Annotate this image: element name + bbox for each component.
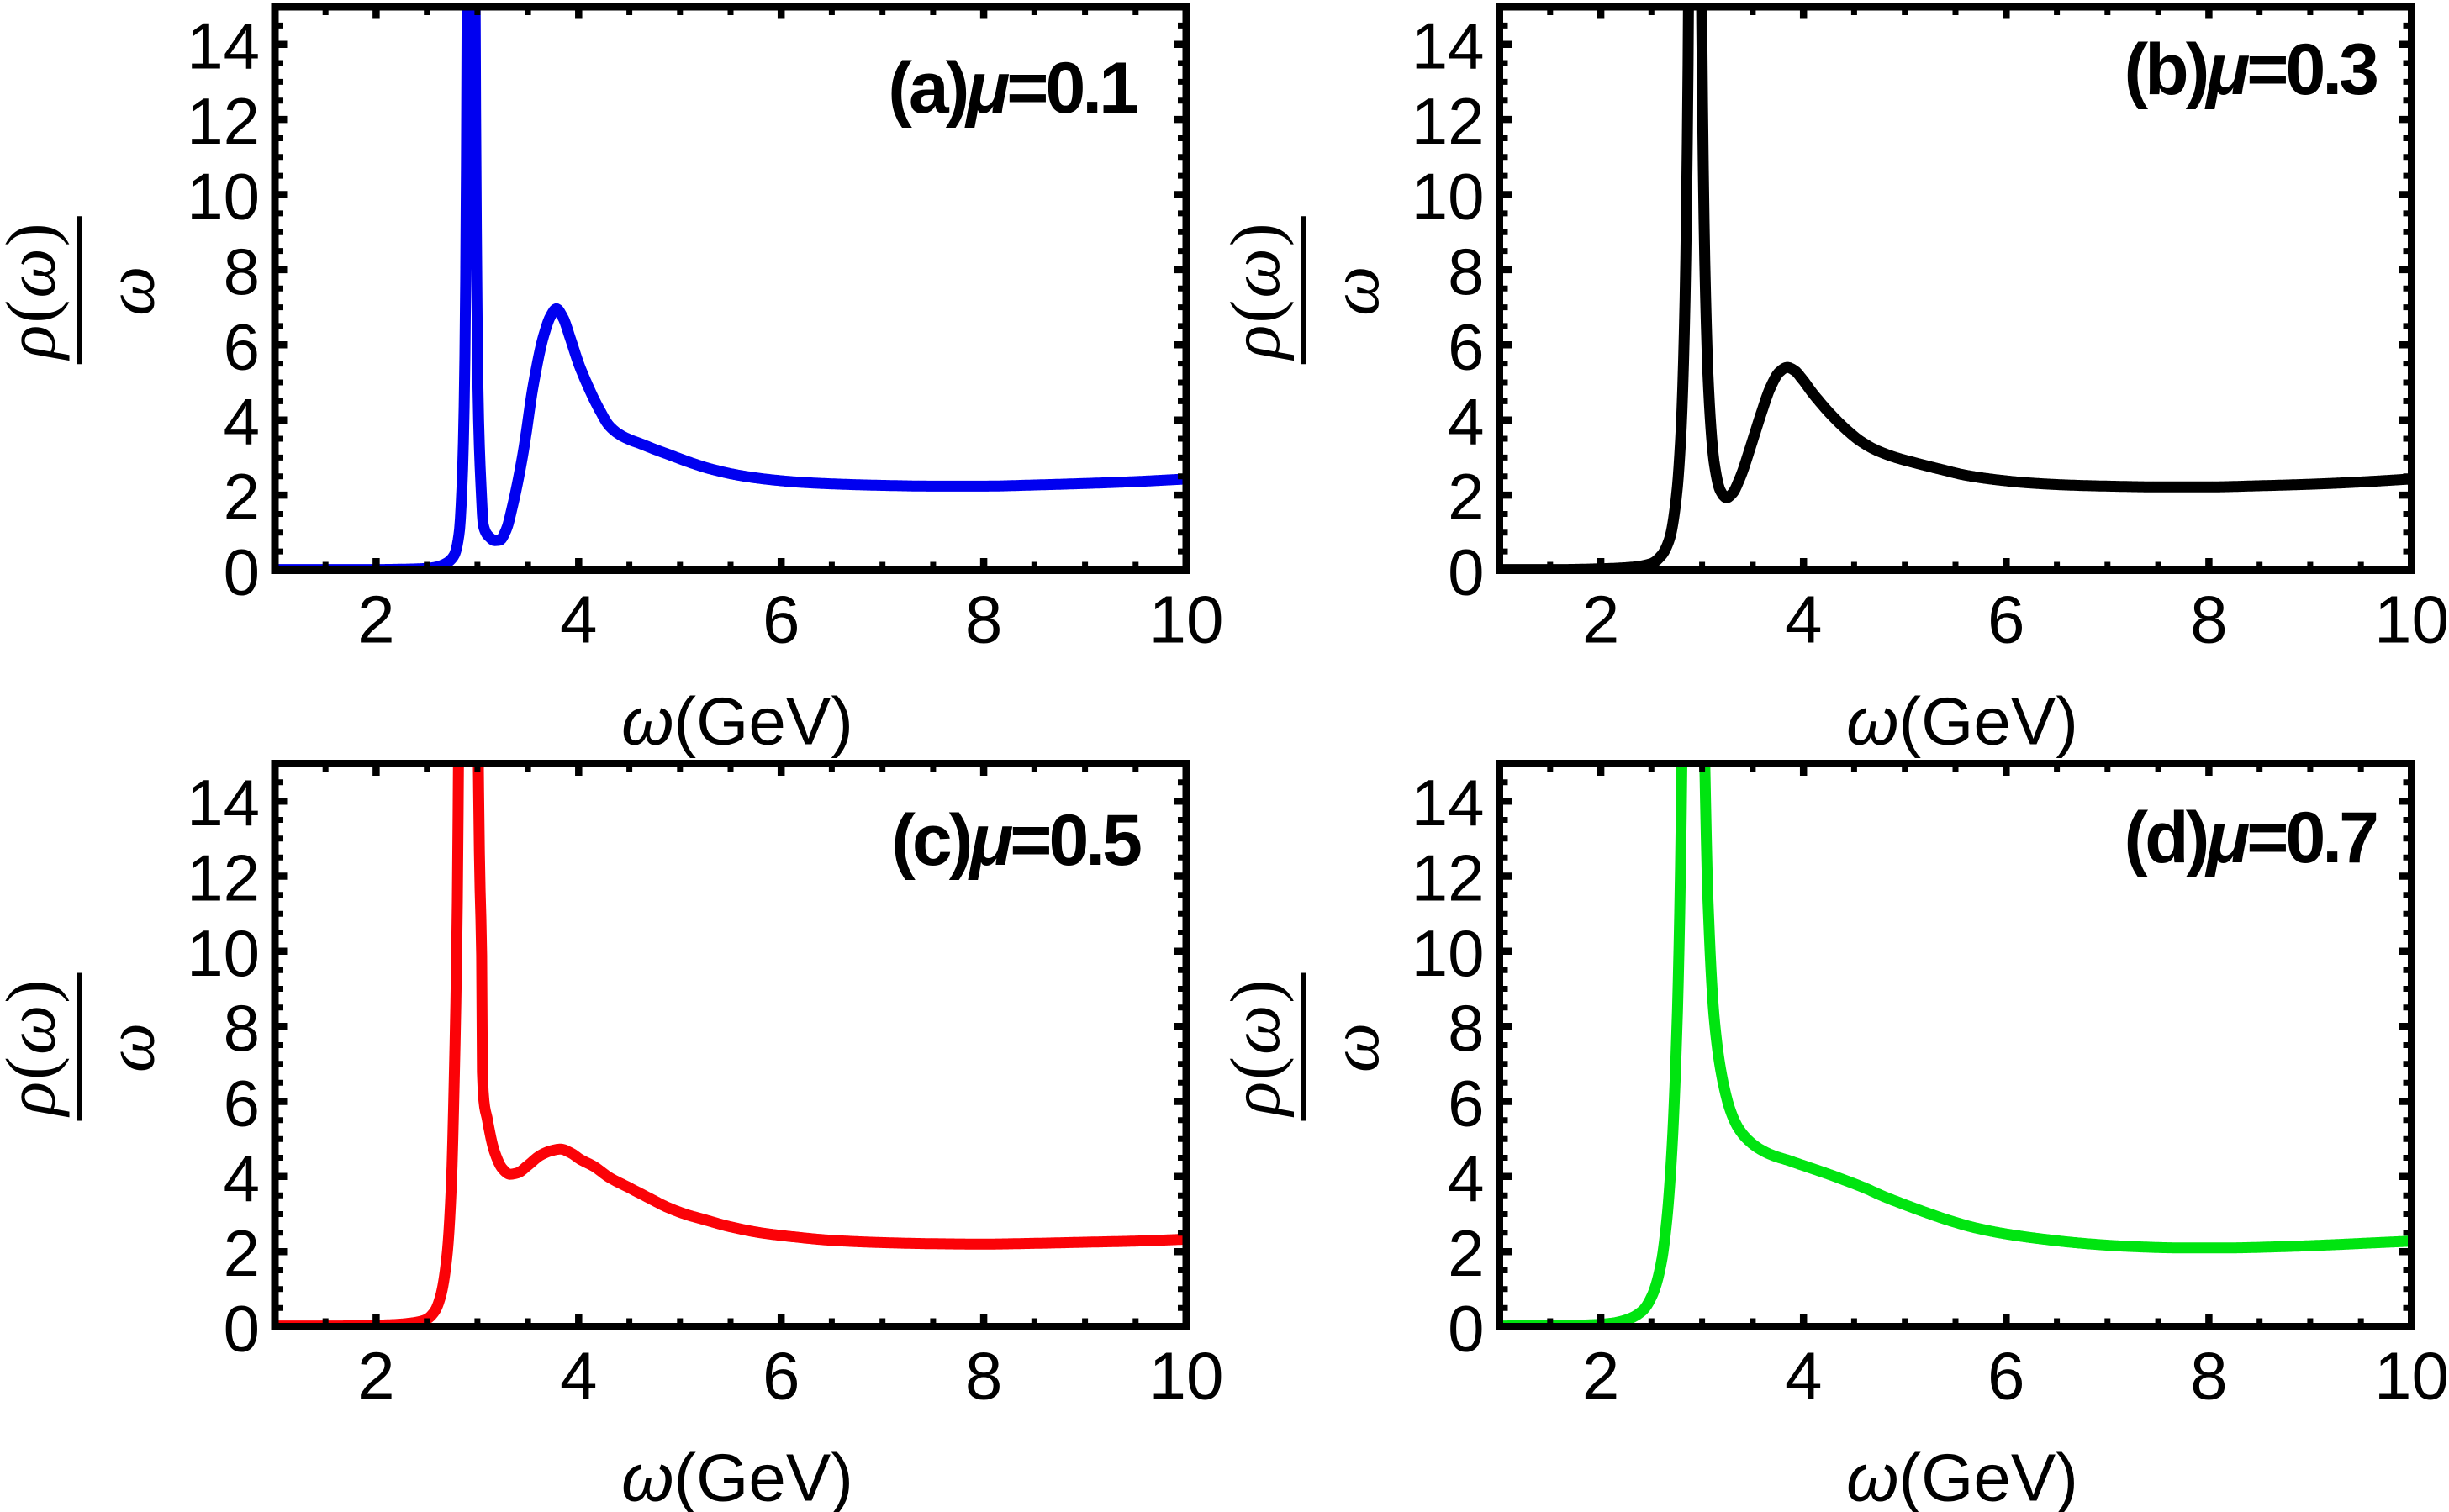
svg-text:ω(GeV): ω(GeV) (1846, 1441, 2078, 1512)
svg-text:10: 10 (1149, 582, 1224, 657)
svg-text:2: 2 (1448, 1216, 1484, 1290)
svg-text:14: 14 (187, 9, 260, 83)
svg-text:8: 8 (224, 991, 260, 1065)
svg-text:12: 12 (187, 841, 260, 915)
svg-text:ω: ω (1316, 265, 1394, 316)
svg-text:14: 14 (1412, 766, 1485, 840)
svg-text:(c)μ=0.5: (c)μ=0.5 (891, 800, 1141, 881)
svg-text:2: 2 (1448, 460, 1484, 534)
svg-text:4: 4 (560, 582, 598, 657)
svg-text:8: 8 (224, 234, 260, 308)
svg-text:6: 6 (763, 1339, 800, 1414)
svg-text:10: 10 (187, 160, 260, 234)
svg-text:6: 6 (763, 582, 800, 657)
svg-text:4: 4 (560, 1339, 598, 1414)
svg-text:6: 6 (1987, 582, 2025, 657)
svg-text:ω: ω (92, 265, 170, 316)
svg-text:8: 8 (2190, 1339, 2228, 1414)
svg-text:(d)μ=0.7: (d)μ=0.7 (2124, 798, 2378, 878)
svg-text:ω: ω (92, 1021, 170, 1072)
svg-text:4: 4 (1448, 1141, 1484, 1215)
svg-text:6: 6 (1987, 1339, 2025, 1414)
svg-text:(b)μ=0.3: (b)μ=0.3 (2124, 29, 2378, 110)
svg-text:ρ(ω): ρ(ω) (1217, 978, 1295, 1119)
svg-text:8: 8 (965, 1339, 1003, 1414)
svg-text:2: 2 (224, 460, 260, 534)
svg-text:ω(GeV): ω(GeV) (1846, 684, 2078, 759)
svg-text:ω(GeV): ω(GeV) (621, 1441, 853, 1512)
svg-text:10: 10 (1412, 160, 1485, 234)
svg-text:10: 10 (1149, 1339, 1224, 1414)
svg-text:10: 10 (2374, 1339, 2449, 1414)
svg-text:2: 2 (357, 582, 395, 657)
svg-text:12: 12 (1412, 841, 1485, 915)
svg-text:0: 0 (1448, 535, 1484, 609)
svg-text:ω: ω (1316, 1021, 1394, 1072)
svg-text:4: 4 (224, 385, 260, 459)
svg-text:14: 14 (1412, 9, 1485, 83)
svg-text:4: 4 (224, 1141, 260, 1215)
svg-text:6: 6 (224, 1067, 260, 1141)
svg-text:8: 8 (1448, 991, 1484, 1065)
svg-text:6: 6 (1448, 309, 1484, 383)
svg-text:ω(GeV): ω(GeV) (621, 684, 853, 759)
svg-text:2: 2 (357, 1339, 395, 1414)
svg-text:6: 6 (224, 309, 260, 383)
svg-text:10: 10 (187, 916, 260, 990)
svg-text:10: 10 (1412, 916, 1485, 990)
svg-text:4: 4 (1785, 582, 1823, 657)
svg-text:4: 4 (1448, 385, 1484, 459)
svg-text:0: 0 (1448, 1292, 1484, 1366)
svg-text:ρ(ω): ρ(ω) (0, 221, 71, 361)
svg-text:ρ(ω): ρ(ω) (0, 978, 71, 1119)
svg-text:4: 4 (1785, 1339, 1823, 1414)
svg-text:12: 12 (187, 84, 260, 158)
svg-text:2: 2 (1582, 582, 1620, 657)
svg-text:2: 2 (224, 1216, 260, 1290)
svg-text:12: 12 (1412, 84, 1485, 158)
svg-text:ρ(ω): ρ(ω) (1217, 221, 1295, 361)
svg-text:(a)μ=0.1: (a)μ=0.1 (888, 48, 1137, 129)
svg-text:0: 0 (224, 535, 260, 609)
svg-text:8: 8 (965, 582, 1003, 657)
svg-text:8: 8 (2190, 582, 2228, 657)
svg-text:0: 0 (224, 1292, 260, 1366)
svg-text:6: 6 (1448, 1067, 1484, 1141)
svg-text:14: 14 (187, 766, 260, 840)
svg-text:10: 10 (2374, 582, 2449, 657)
svg-text:2: 2 (1582, 1339, 1620, 1414)
svg-text:8: 8 (1448, 234, 1484, 308)
